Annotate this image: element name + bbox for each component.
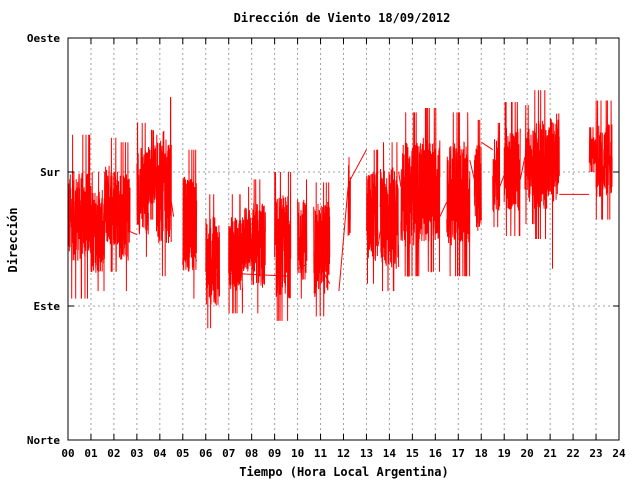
series-segment <box>524 104 535 225</box>
chart-title: Dirección de Viento 18/09/2012 <box>234 11 451 25</box>
x-tick-label: 06 <box>199 447 213 460</box>
x-tick-label: 17 <box>452 447 465 460</box>
x-tick-label: 13 <box>360 447 373 460</box>
series-connector <box>519 157 526 180</box>
series-segment <box>297 179 308 299</box>
series-segment <box>533 90 551 240</box>
x-tick-label: 03 <box>130 447 143 460</box>
series-segment <box>118 142 131 292</box>
x-tick-label: 23 <box>589 447 602 460</box>
x-axis-label: Tiempo (Hora Local Argentina) <box>239 465 449 479</box>
series-segment <box>400 112 420 277</box>
series-segment <box>242 186 253 272</box>
y-tick-label: Este <box>34 300 61 313</box>
x-tick-label: 07 <box>222 447 235 460</box>
x-tick-label: 15 <box>406 447 419 460</box>
series-segment <box>90 171 106 292</box>
axis-ticks <box>67 37 620 441</box>
y-axis-label: Dirección <box>6 207 20 272</box>
series-segment <box>251 179 266 314</box>
x-tick-label: 05 <box>176 447 189 460</box>
x-tick-label: 21 <box>544 447 558 460</box>
y-tick-labels: Norte Este Sur Oeste <box>27 32 60 447</box>
series-connector <box>349 149 367 180</box>
x-tick-label: 01 <box>84 447 98 460</box>
x-tick-label: 24 <box>612 447 626 460</box>
series-connector <box>499 174 505 188</box>
series-layer <box>67 90 613 329</box>
series-connector <box>129 231 138 235</box>
x-tick-label: 14 <box>383 447 397 460</box>
series-connector <box>338 186 349 292</box>
series-segment <box>104 137 119 272</box>
series-segment <box>446 112 471 277</box>
series-segment <box>182 149 198 299</box>
series-segment <box>136 122 149 257</box>
x-tick-label: 20 <box>521 447 534 460</box>
series-connector <box>469 159 475 180</box>
x-tick-label: 19 <box>498 447 511 460</box>
series-segment <box>588 127 597 173</box>
series-segment <box>503 101 521 237</box>
series-connector <box>182 209 198 262</box>
x-tick-labels: 00 01 02 03 04 05 06 07 08 09 10 11 12 13 14 15 16 17 18 19… <box>61 447 626 460</box>
series-segment <box>473 119 482 231</box>
series-segment <box>67 134 92 299</box>
series-segment <box>274 171 292 321</box>
x-tick-label: 22 <box>566 447 579 460</box>
series-segment <box>147 129 157 220</box>
x-tick-label: 08 <box>245 447 258 460</box>
series-segment <box>313 182 331 317</box>
series-connector <box>297 263 307 270</box>
y-tick-label: Oeste <box>27 32 60 45</box>
series-segment <box>549 113 560 269</box>
series-connector <box>170 201 175 217</box>
series-connector <box>480 141 494 151</box>
series-connector <box>377 231 381 247</box>
series-segment <box>347 157 351 236</box>
series-segment <box>155 97 172 277</box>
series-segment <box>492 122 501 228</box>
y-tick-label: Norte <box>27 434 60 447</box>
x-tick-label: 04 <box>153 447 167 460</box>
y-tick-label: Sur <box>40 166 60 179</box>
x-tick-label: 00 <box>61 447 74 460</box>
series-segment <box>366 149 379 284</box>
series-connector <box>313 253 331 284</box>
series-connector <box>398 171 402 187</box>
x-tick-label: 09 <box>268 447 281 460</box>
series-connector <box>205 268 220 277</box>
series-segment <box>379 142 400 292</box>
x-tick-label: 18 <box>475 447 488 460</box>
x-tick-label: 02 <box>107 447 120 460</box>
series-segment <box>418 107 441 273</box>
series-segment <box>228 194 243 314</box>
series-segment <box>595 100 613 220</box>
series-segment <box>205 194 220 329</box>
x-tick-label: 11 <box>314 447 328 460</box>
series-connector <box>439 201 448 217</box>
x-tick-label: 12 <box>337 447 350 460</box>
x-tick-label: 10 <box>291 447 304 460</box>
x-tick-label: 16 <box>429 447 443 460</box>
series-connector <box>228 272 291 277</box>
